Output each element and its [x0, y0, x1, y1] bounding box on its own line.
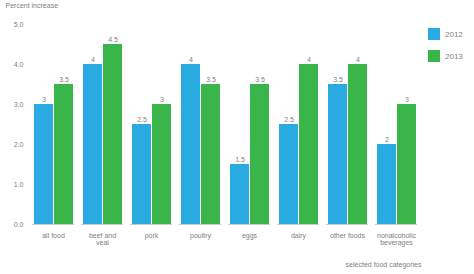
html-text:2013: 2013	[445, 51, 463, 61]
svg-text:2.5: 2.5	[284, 116, 294, 123]
html-text:2012: 2012	[445, 29, 463, 39]
svg-text:poultry: poultry	[190, 232, 212, 240]
svg-text:3: 3	[42, 96, 46, 103]
svg-text:4.0: 4.0	[14, 61, 24, 68]
svg-text:3.5: 3.5	[206, 76, 216, 83]
svg-text:selected food categories: selected food categories	[346, 261, 422, 269]
svg-text:4: 4	[91, 56, 95, 63]
svg-text:2.0: 2.0	[14, 141, 24, 148]
svg-text:3.5: 3.5	[255, 76, 265, 83]
svg-text:other foods: other foods	[330, 232, 366, 239]
svg-text:1.0: 1.0	[14, 181, 24, 188]
svg-text:all food: all food	[42, 232, 65, 239]
svg-text:4.5: 4.5	[108, 36, 118, 43]
svg-text:3.5: 3.5	[333, 76, 343, 83]
svg-text:2: 2	[385, 136, 389, 143]
svg-text:nonalcoholicbeverages: nonalcoholicbeverages	[377, 232, 416, 247]
svg-text:4: 4	[189, 56, 193, 63]
svg-text:3.0: 3.0	[14, 101, 24, 108]
svg-text:5.0: 5.0	[14, 21, 24, 28]
svg-text:3: 3	[405, 96, 409, 103]
svg-text:eggs: eggs	[242, 232, 258, 240]
svg-text:beef andveal: beef andveal	[89, 232, 116, 246]
svg-text:1.5: 1.5	[235, 156, 245, 163]
svg-text:2.5: 2.5	[137, 116, 147, 123]
svg-text:4: 4	[307, 56, 311, 63]
svg-text:3: 3	[160, 96, 164, 103]
svg-text:3.5: 3.5	[59, 76, 69, 83]
svg-text:0.0: 0.0	[14, 221, 24, 228]
svg-text:Percent increase: Percent increase	[6, 2, 59, 9]
svg-text:pork: pork	[145, 232, 159, 240]
svg-text:4: 4	[356, 56, 360, 63]
svg-text:dairy: dairy	[291, 232, 307, 240]
